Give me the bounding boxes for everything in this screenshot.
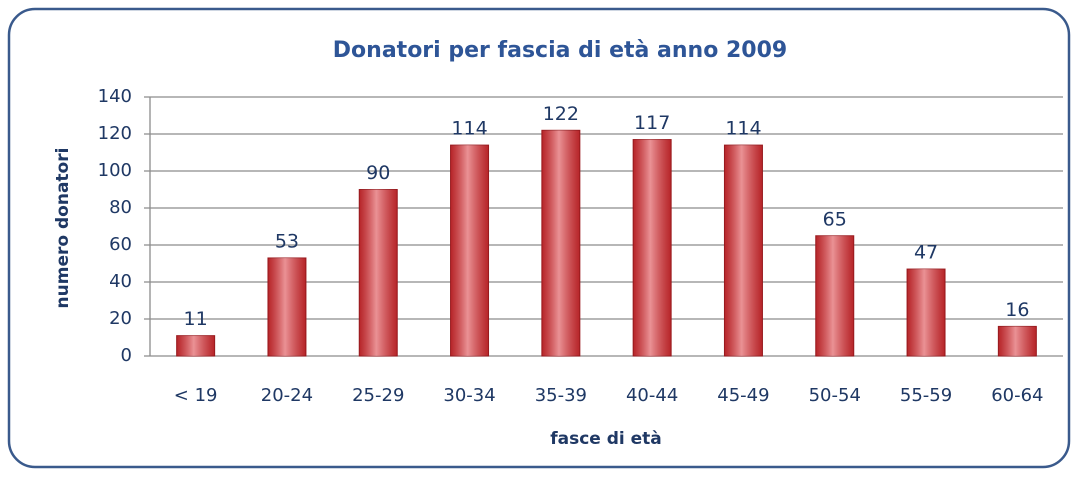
x-tick-label: 40-44 (626, 385, 678, 406)
y-tick-label: 100 (98, 160, 132, 181)
bar-shine (633, 139, 672, 356)
data-label: 16 (1005, 299, 1029, 321)
y-axis-title: numero donatori (53, 148, 73, 309)
y-tick-label: 120 (98, 123, 132, 144)
bar-shine (724, 145, 763, 356)
bar-shine (267, 257, 306, 356)
bar-shine (176, 335, 215, 356)
y-tick-label: 40 (109, 271, 132, 292)
data-label: 47 (914, 242, 938, 264)
x-tick-label: 60-64 (991, 385, 1043, 406)
data-label: 117 (634, 112, 670, 134)
bar-shine (450, 145, 489, 356)
x-tick-label: 55-59 (900, 385, 952, 406)
bar-shine (815, 235, 854, 356)
data-label: 11 (184, 308, 208, 330)
x-axis-title: fasce di età (550, 429, 662, 449)
y-tick-label: 140 (98, 86, 132, 107)
x-tick-label: 25-29 (352, 385, 404, 406)
x-tick-label: 35-39 (535, 385, 587, 406)
bar-shine (907, 269, 946, 356)
y-tick-label: 20 (109, 308, 132, 329)
data-label: 65 (823, 208, 847, 230)
x-tick-label: 20-24 (261, 385, 313, 406)
data-label: 90 (366, 162, 390, 184)
bar-shine (998, 326, 1037, 356)
chart-title: Donatori per fascia di età anno 2009 (333, 38, 787, 63)
x-tick-label: < 19 (174, 385, 218, 406)
x-tick-label: 50-54 (809, 385, 861, 406)
y-tick-label: 0 (121, 345, 132, 366)
y-tick-label: 60 (109, 234, 132, 255)
data-label: 114 (725, 118, 761, 140)
bar-shine (359, 189, 398, 356)
y-tick-label: 80 (109, 197, 132, 218)
x-tick-label: 45-49 (717, 385, 769, 406)
bar-shine (541, 130, 580, 356)
x-tick-label: 30-34 (443, 385, 495, 406)
data-label: 122 (543, 103, 579, 125)
data-label: 114 (451, 118, 487, 140)
data-label: 53 (275, 230, 299, 252)
